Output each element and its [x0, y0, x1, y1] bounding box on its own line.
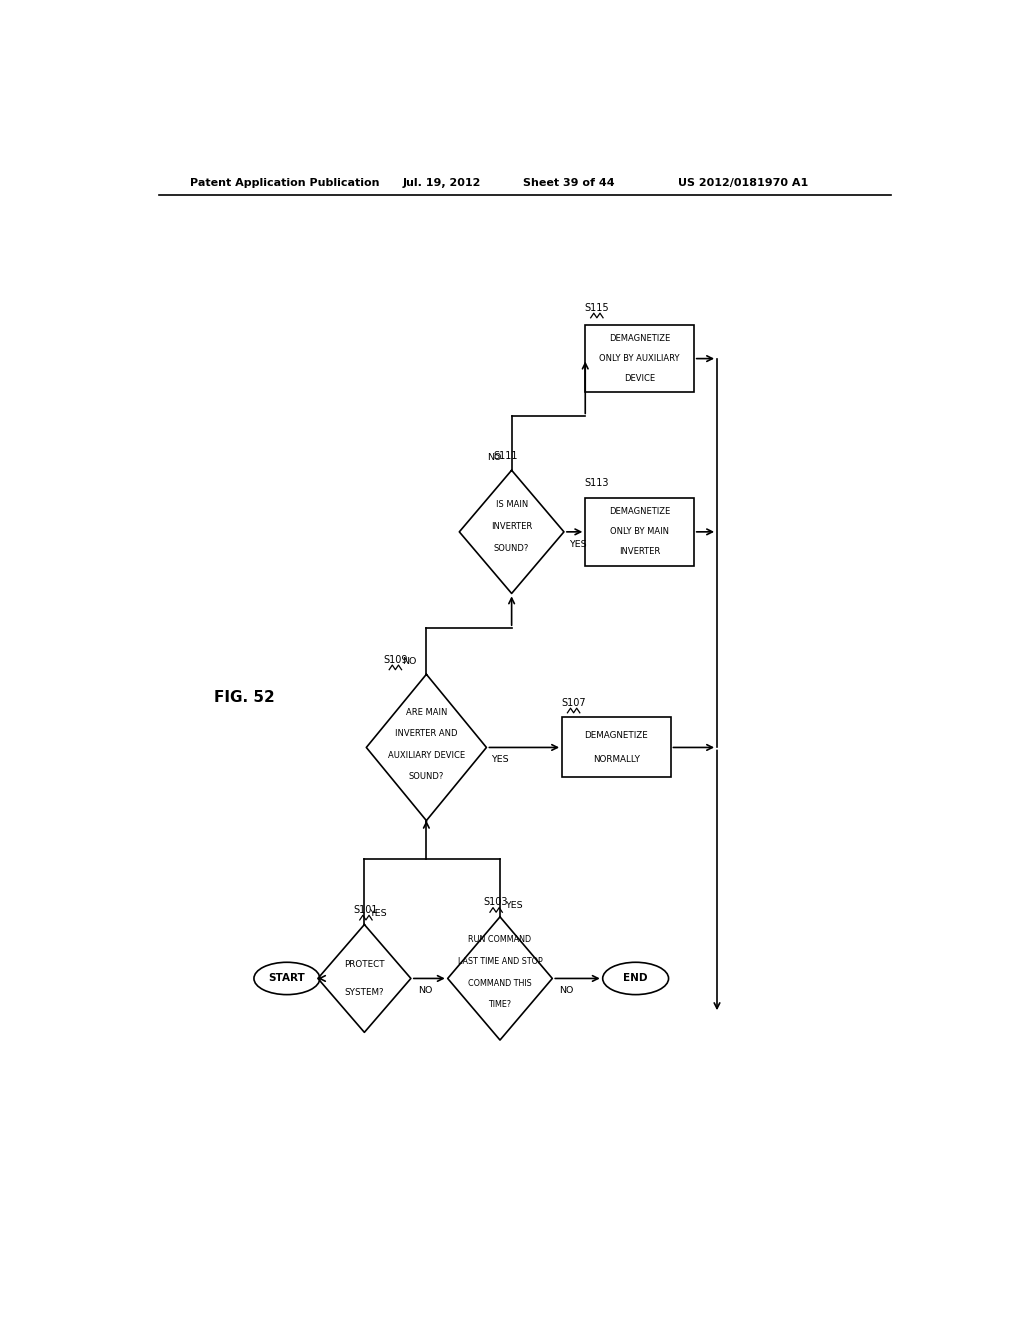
Text: S111: S111 [494, 450, 518, 461]
Text: ARE MAIN: ARE MAIN [406, 708, 447, 717]
Text: INVERTER: INVERTER [618, 548, 660, 556]
Text: YES: YES [505, 900, 523, 909]
Text: END: END [624, 973, 648, 983]
Text: YES: YES [492, 755, 509, 764]
Text: LAST TIME AND STOP: LAST TIME AND STOP [458, 957, 543, 966]
Text: S109: S109 [383, 655, 408, 665]
Text: DEMAGNETIZE: DEMAGNETIZE [609, 334, 670, 343]
Text: S113: S113 [585, 478, 609, 488]
Text: INVERTER: INVERTER [490, 521, 532, 531]
Text: US 2012/0181970 A1: US 2012/0181970 A1 [678, 178, 809, 187]
Text: YES: YES [569, 540, 587, 549]
Text: FIG. 52: FIG. 52 [214, 690, 274, 705]
Text: YES: YES [370, 908, 387, 917]
Text: RUN COMMAND: RUN COMMAND [468, 936, 531, 944]
Text: NORMALLY: NORMALLY [593, 755, 640, 763]
Text: S101: S101 [353, 906, 378, 915]
Text: Jul. 19, 2012: Jul. 19, 2012 [403, 178, 481, 187]
Bar [586, 498, 693, 566]
Text: Patent Application Publication: Patent Application Publication [190, 178, 380, 187]
Text: S107: S107 [561, 698, 586, 708]
Text: DEVICE: DEVICE [624, 374, 655, 383]
Bar [586, 325, 693, 392]
Text: SOUND?: SOUND? [409, 772, 444, 781]
Text: ONLY BY MAIN: ONLY BY MAIN [610, 528, 669, 536]
Text: NO: NO [418, 986, 432, 995]
Text: NO: NO [402, 657, 417, 667]
Text: SOUND?: SOUND? [494, 544, 529, 553]
Text: DEMAGNETIZE: DEMAGNETIZE [585, 731, 648, 741]
Text: DEMAGNETIZE: DEMAGNETIZE [609, 507, 670, 516]
Bar [562, 718, 671, 777]
Text: Sheet 39 of 44: Sheet 39 of 44 [523, 178, 614, 187]
Text: ONLY BY AUXILIARY: ONLY BY AUXILIARY [599, 354, 680, 363]
Text: NO: NO [559, 986, 573, 995]
Text: IS MAIN: IS MAIN [496, 500, 527, 510]
Text: NO: NO [487, 454, 502, 462]
Text: START: START [268, 973, 305, 983]
Text: TIME?: TIME? [488, 1001, 512, 1008]
Text: S103: S103 [484, 898, 508, 907]
Text: AUXILIARY DEVICE: AUXILIARY DEVICE [388, 751, 465, 759]
Text: PROTECT: PROTECT [344, 960, 385, 969]
Text: COMMAND THIS: COMMAND THIS [468, 978, 531, 987]
Text: S115: S115 [585, 302, 609, 313]
Text: INVERTER AND: INVERTER AND [395, 729, 458, 738]
Text: SYSTEM?: SYSTEM? [344, 987, 384, 997]
